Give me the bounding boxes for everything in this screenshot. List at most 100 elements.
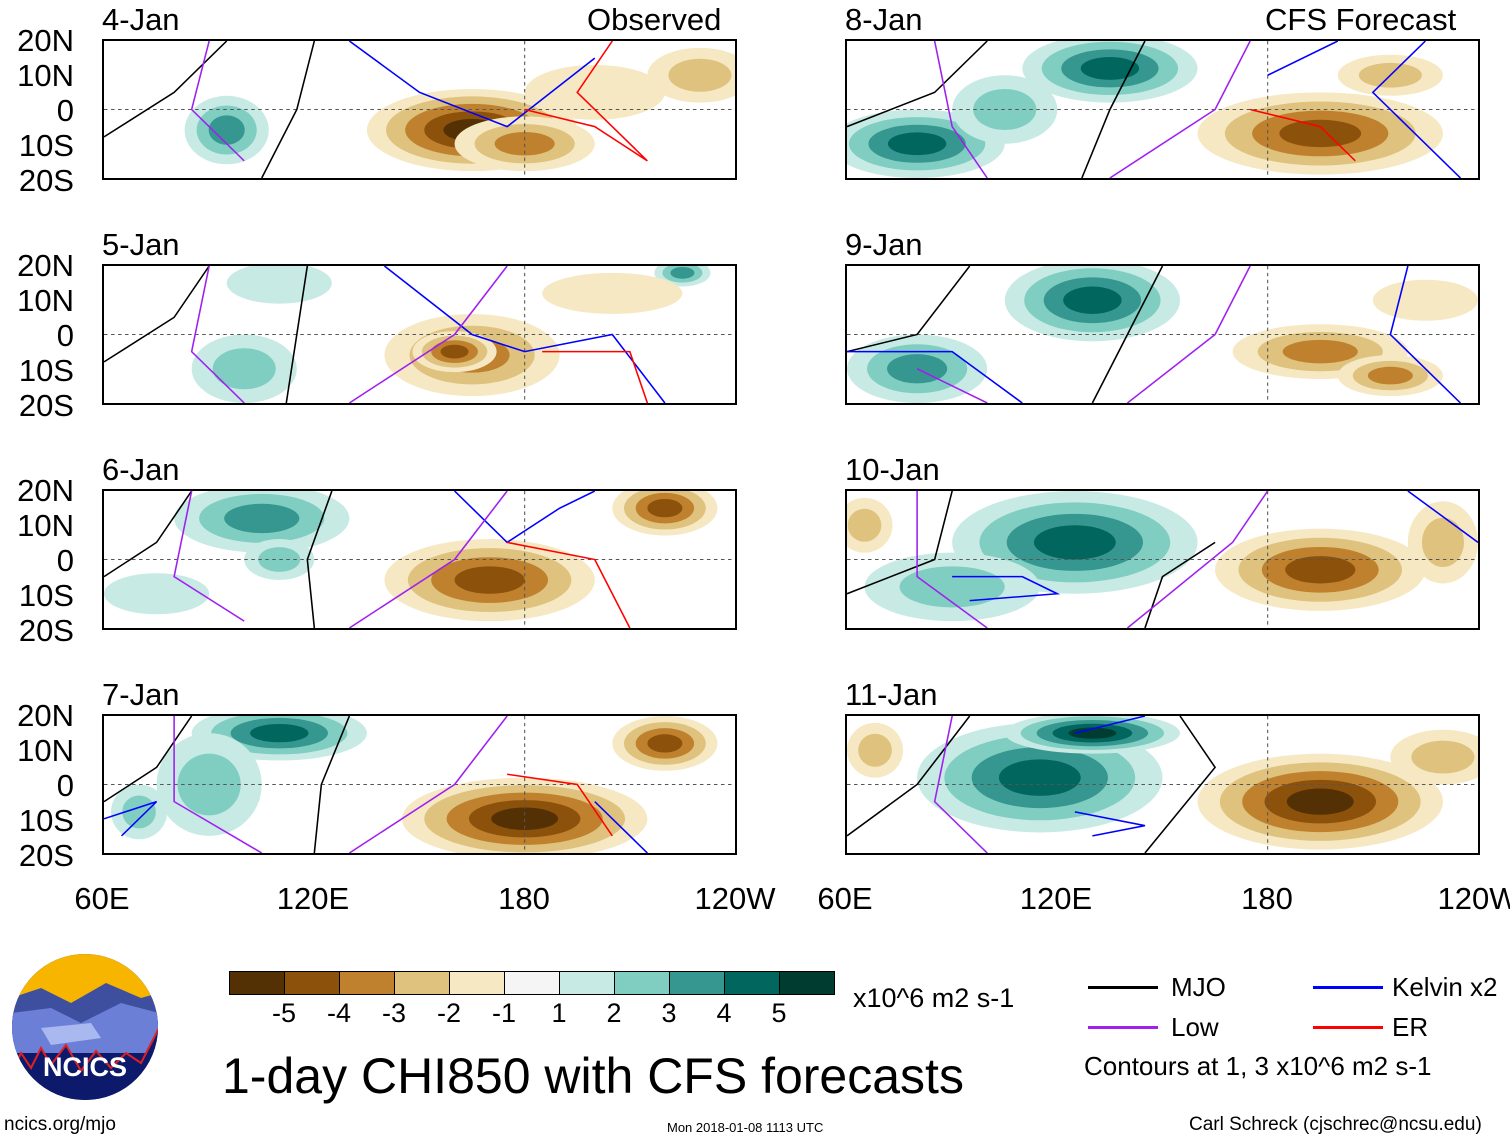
er-legend-line xyxy=(1313,1026,1383,1029)
lat-label: 20S xyxy=(18,613,74,648)
mjo-legend-label: MJO xyxy=(1171,972,1226,1002)
lat-label: 0 xyxy=(56,768,74,803)
lat-label: 20S xyxy=(18,388,74,423)
colorbar-tick-label: -5 xyxy=(271,998,297,1028)
contour-line xyxy=(952,575,1061,602)
contour-line xyxy=(847,266,971,353)
convergence-shading xyxy=(122,795,156,829)
mjo-legend-line xyxy=(1088,986,1158,989)
convergence-shading xyxy=(973,88,1037,131)
colorbar-tick-label: 4 xyxy=(716,998,732,1028)
convergence-shading xyxy=(226,266,332,304)
convergence-shading xyxy=(104,573,210,615)
low-legend-line xyxy=(1088,1026,1158,1029)
panel-date-label: 9-Jan xyxy=(845,227,923,262)
figure-title: 1-day CHI850 with CFS forecasts xyxy=(222,1048,964,1104)
contour-note: Contours at 1, 3 x10^6 m2 s-1 xyxy=(1084,1051,1432,1081)
divergence-shading xyxy=(1421,517,1464,568)
contour-line xyxy=(104,266,210,363)
colorbar-swatch xyxy=(670,972,725,994)
lat-label: 10N xyxy=(17,283,74,318)
panel-date-label: 8-Jan xyxy=(845,2,923,37)
map-panel-5-Jan xyxy=(102,264,737,405)
lat-label: 20N xyxy=(17,248,74,283)
lat-label: 10N xyxy=(17,58,74,93)
kelvin-legend-line xyxy=(1313,986,1383,989)
colorbar-tick-label: 1 xyxy=(551,998,567,1028)
map-panel-7-Jan xyxy=(102,714,737,855)
kelvin-legend-label: Kelvin x2 xyxy=(1392,972,1498,1002)
colorbar-tick-label: 2 xyxy=(606,998,622,1028)
contour-line xyxy=(1081,41,1146,178)
lon-label: 120W xyxy=(694,881,776,916)
colorbar-swatch xyxy=(725,972,780,994)
contour-line xyxy=(306,491,333,628)
contour-line xyxy=(190,266,245,403)
contour-line xyxy=(594,801,648,853)
er-legend-label: ER xyxy=(1392,1012,1429,1042)
contour-line xyxy=(916,368,988,403)
contour-line xyxy=(524,41,648,162)
divergence-shading xyxy=(847,508,882,542)
contour-line xyxy=(1126,491,1269,628)
convergence-shading xyxy=(1033,525,1116,560)
contour-line xyxy=(933,41,988,178)
contour-line xyxy=(1144,716,1217,853)
map-panel-9-Jan xyxy=(845,264,1480,405)
contour-line xyxy=(348,266,508,403)
contour-line xyxy=(261,41,316,178)
divergence-shading xyxy=(647,734,683,753)
colorbar-swatch xyxy=(780,972,834,994)
footer-url[interactable]: ncics.org/mjo xyxy=(4,1114,116,1135)
map-panel-4-Jan xyxy=(102,39,737,180)
map-panel-8-Jan xyxy=(845,39,1480,180)
divergence-shading xyxy=(1282,339,1358,364)
convergence-shading xyxy=(250,723,309,743)
contour-line xyxy=(173,716,263,853)
convergence-shading xyxy=(1068,727,1117,739)
contour-line xyxy=(285,266,309,403)
footer-timestamp: Mon 2018-01-08 1113 UTC xyxy=(667,1120,824,1135)
contour-line xyxy=(1267,41,1339,76)
map-panel-10-Jan xyxy=(845,489,1480,630)
low-legend-label: Low xyxy=(1171,1012,1219,1042)
map-panel-11-Jan xyxy=(845,714,1480,855)
contour-line xyxy=(507,773,613,837)
contour-line xyxy=(348,41,596,128)
lat-label: 20N xyxy=(17,473,74,508)
contour-line xyxy=(313,716,351,853)
contour-line xyxy=(104,491,193,578)
lon-label: 180 xyxy=(1241,881,1293,916)
contour-line xyxy=(104,41,228,138)
lon-label: 180 xyxy=(498,881,550,916)
colorbar xyxy=(229,971,835,995)
lat-label: 20S xyxy=(18,163,74,198)
convergence-shading xyxy=(1080,56,1140,80)
contour-line xyxy=(847,350,1023,403)
convergence-shading xyxy=(998,759,1081,796)
divergence-shading xyxy=(647,498,683,518)
divergence-shading xyxy=(524,64,665,120)
divergence-shading xyxy=(454,566,525,594)
divergence-shading xyxy=(1367,366,1413,385)
map-panel-6-Jan xyxy=(102,489,737,630)
lat-label: 10S xyxy=(18,578,74,613)
panel-date-label: 11-Jan xyxy=(845,677,938,712)
convergence-shading xyxy=(224,503,300,534)
colorbar-swatch xyxy=(450,972,505,994)
divergence-shading xyxy=(1285,556,1356,584)
divergence-shading xyxy=(1372,279,1478,321)
convergence-shading xyxy=(899,566,1005,608)
contour-line xyxy=(1389,266,1462,403)
panel-date-label: 5-Jan xyxy=(102,227,180,262)
colorbar-tick-label: -2 xyxy=(436,998,462,1028)
panel-date-label: 10-Jan xyxy=(845,452,940,487)
convergence-shading xyxy=(670,266,695,279)
ncics-logo: NCICS xyxy=(11,953,159,1101)
contour-line xyxy=(104,800,158,837)
colorbar-units: x10^6 m2 s-1 xyxy=(853,983,1015,1013)
divergence-shading xyxy=(1286,788,1354,815)
svg-text:NCICS: NCICS xyxy=(43,1052,127,1082)
colorbar-swatch xyxy=(505,972,560,994)
contour-line xyxy=(1126,266,1251,403)
